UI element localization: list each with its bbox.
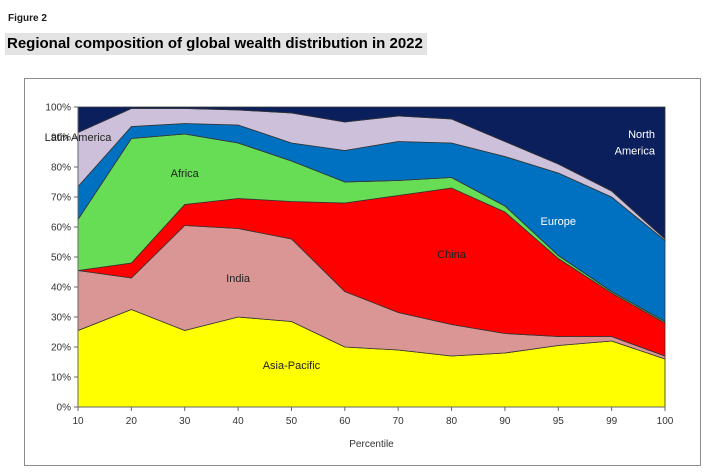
- x-tick-label: 50: [286, 416, 298, 427]
- x-axis-label: Percentile: [349, 439, 394, 450]
- region-label: Asia-Pacific: [263, 360, 321, 372]
- x-tick-label: 60: [339, 416, 351, 427]
- area-north-america: [77, 106, 666, 240]
- x-tick-label: 10: [72, 416, 84, 427]
- y-tick-label: 50%: [51, 253, 71, 264]
- y-tick-label: 60%: [51, 223, 71, 234]
- stacked-area-chart: 0% 10% 20% 30% 40% 50% 60% 70% 80% 90% 100% 10 20 30 4…: [45, 103, 674, 451]
- region-labels: Asia-Pacific India China Africa Europe Latin …: [45, 129, 656, 372]
- figure-title: Regional composition of global wealth di…: [5, 33, 427, 55]
- y-tick-label: 20%: [51, 343, 71, 354]
- x-tick-label: 80: [446, 416, 458, 427]
- area-layer: [77, 106, 666, 408]
- y-tick-label: 40%: [51, 283, 71, 294]
- region-label: Africa: [171, 168, 200, 180]
- axes-layer: 0% 10% 20% 30% 40% 50% 60% 70% 80% 90% 100% 10 20 30 4…: [45, 103, 673, 428]
- y-tick-label: 70%: [51, 193, 71, 204]
- x-tick-label: 30: [179, 416, 191, 427]
- region-label: China: [437, 249, 467, 261]
- y-tick-label: 90%: [51, 133, 71, 144]
- chart-frame: 0% 10% 20% 30% 40% 50% 60% 70% 80% 90% 100% 10 20 30 4…: [24, 78, 701, 466]
- x-tick-label: 95: [553, 416, 565, 427]
- y-tick-label: 100%: [45, 103, 71, 114]
- x-tick-label: 70: [393, 416, 405, 427]
- y-tick-label: 10%: [51, 373, 71, 384]
- region-label: Europe: [541, 216, 576, 228]
- region-label: Latin America: [45, 132, 113, 144]
- x-tick-label: 100: [657, 416, 674, 427]
- x-tick-label: 20: [126, 416, 138, 427]
- y-tick-label: 0%: [57, 403, 72, 414]
- region-label: India: [226, 273, 251, 285]
- y-tick-label: 30%: [51, 313, 71, 324]
- y-tick-label: 80%: [51, 163, 71, 174]
- figure-label: Figure 2: [8, 13, 47, 24]
- x-tick-label: 40: [233, 416, 245, 427]
- x-tick-label: 90: [499, 416, 511, 427]
- x-tick-label: 99: [606, 416, 618, 427]
- region-label: America: [615, 146, 656, 158]
- region-label: North: [628, 129, 655, 141]
